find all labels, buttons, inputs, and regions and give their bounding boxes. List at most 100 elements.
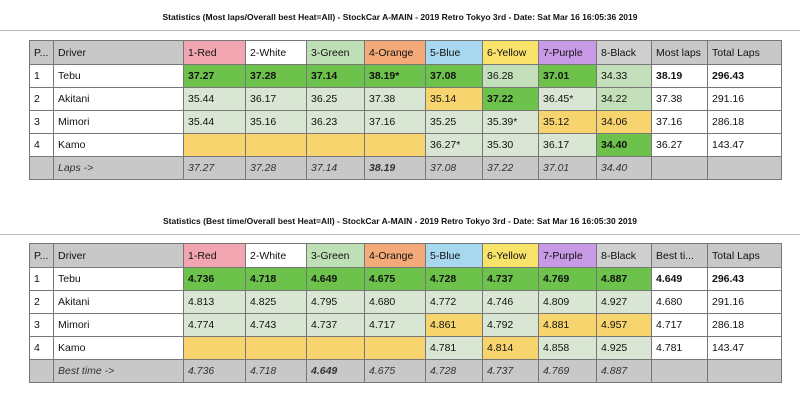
cell-time: 4.736 xyxy=(183,267,246,291)
cell-best-time: 4.717 xyxy=(651,313,708,337)
cell-pos: 2 xyxy=(29,290,54,314)
cell-total-laps: 296.43 xyxy=(707,64,782,88)
cell-pos: 1 xyxy=(29,64,54,88)
cell-lap: 37.28 xyxy=(245,64,307,88)
cell-time: 4.813 xyxy=(183,290,246,314)
cell-time: 4.746 xyxy=(482,290,539,314)
footer-cell: 37.22 xyxy=(482,156,539,180)
col-header-red[interactable]: 1-Red xyxy=(183,243,246,268)
table-row: 3 Mimori 4.774 4.743 4.737 4.717 4.861 4… xyxy=(29,313,782,337)
cell-time: 4.675 xyxy=(364,267,426,291)
col-header-red[interactable]: 1-Red xyxy=(183,40,246,65)
table-row: 4 Kamo 36.27* 35.30 36.17 34.40 36.27 14… xyxy=(29,133,782,157)
cell-footer-spacer xyxy=(29,359,54,383)
table-footer-row: Laps -> 37.27 37.28 37.14 38.19 37.08 37… xyxy=(29,156,782,180)
table-row: 1 Tebu 4.736 4.718 4.649 4.675 4.728 4.7… xyxy=(29,267,782,291)
col-header-white[interactable]: 2-White xyxy=(245,40,307,65)
table-header-row: P... Driver 1-Red 2-White 3-Green 4-Oran… xyxy=(29,243,782,268)
cell-lap: 35.14 xyxy=(425,87,483,111)
footer-cell: 4.736 xyxy=(183,359,246,383)
footer-cell: 4.887 xyxy=(596,359,652,383)
cell-driver: Akitani xyxy=(53,87,184,111)
table1-title: Statistics (Most laps/Overall best Heat=… xyxy=(162,12,638,22)
cell-lap: 37.01 xyxy=(538,64,597,88)
cell-total-laps: 286.18 xyxy=(707,110,782,134)
col-header-white[interactable]: 2-White xyxy=(245,243,307,268)
col-header-blue[interactable]: 5-Blue xyxy=(425,40,483,65)
col-header-purple[interactable]: 7-Purple xyxy=(538,40,597,65)
cell-time: 4.774 xyxy=(183,313,246,337)
most-laps-table: P... Driver 1-Red 2-White 3-Green 4-Oran… xyxy=(29,40,782,180)
cell-lap: 36.27* xyxy=(425,133,483,157)
cell-driver: Tebu xyxy=(53,64,184,88)
col-header-blue[interactable]: 5-Blue xyxy=(425,243,483,268)
col-header-most-laps[interactable]: Most laps xyxy=(651,40,708,65)
cell-driver: Kamo xyxy=(53,133,184,157)
table-row: 2 Akitani 4.813 4.825 4.795 4.680 4.772 … xyxy=(29,290,782,314)
cell-best-time: 4.649 xyxy=(651,267,708,291)
col-header-orange[interactable]: 4-Orange xyxy=(364,40,426,65)
cell-time: 4.814 xyxy=(482,336,539,360)
cell-time: 4.858 xyxy=(538,336,597,360)
cell-time: 4.718 xyxy=(245,267,307,291)
col-header-black[interactable]: 8-Black xyxy=(596,243,652,268)
cell-lap: 37.27 xyxy=(183,64,246,88)
col-header-purple[interactable]: 7-Purple xyxy=(538,243,597,268)
col-header-orange[interactable]: 4-Orange xyxy=(364,243,426,268)
cell-lap: 35.44 xyxy=(183,87,246,111)
footer-cell: 34.40 xyxy=(596,156,652,180)
col-header-yellow[interactable]: 6-Yellow xyxy=(482,243,539,268)
footer-cell: 37.01 xyxy=(538,156,597,180)
cell-lap: 34.33 xyxy=(596,64,652,88)
col-header-pos[interactable]: P... xyxy=(29,243,54,268)
cell-lap: 35.30 xyxy=(482,133,539,157)
col-header-total-laps[interactable]: Total Laps xyxy=(707,40,782,65)
cell-time: 4.792 xyxy=(482,313,539,337)
footer-cell: 37.08 xyxy=(425,156,483,180)
col-header-green[interactable]: 3-Green xyxy=(306,243,365,268)
footer-cell: 4.675 xyxy=(364,359,426,383)
cell-driver: Mimori xyxy=(53,313,184,337)
cell-total-laps: 296.43 xyxy=(707,267,782,291)
cell-driver: Akitani xyxy=(53,290,184,314)
col-header-pos[interactable]: P... xyxy=(29,40,54,65)
col-header-black[interactable]: 8-Black xyxy=(596,40,652,65)
footer-label: Best time -> xyxy=(53,359,184,383)
cell-time: 4.649 xyxy=(306,267,365,291)
cell-pos: 3 xyxy=(29,110,54,134)
table-row: 1 Tebu 37.27 37.28 37.14 38.19* 37.08 36… xyxy=(29,64,782,88)
table-row: 2 Akitani 35.44 36.17 36.25 37.38 35.14 … xyxy=(29,87,782,111)
cell-most-laps: 37.16 xyxy=(651,110,708,134)
footer-cell: 37.14 xyxy=(306,156,365,180)
cell-time: 4.728 xyxy=(425,267,483,291)
cell-time: 4.769 xyxy=(538,267,597,291)
cell-time: 4.925 xyxy=(596,336,652,360)
cell-time: 4.795 xyxy=(306,290,365,314)
cell-time: 4.781 xyxy=(425,336,483,360)
cell-total-laps: 143.47 xyxy=(707,133,782,157)
cell-most-laps: 36.27 xyxy=(651,133,708,157)
col-header-best-time[interactable]: Best ti... xyxy=(651,243,708,268)
footer-label: Laps -> xyxy=(53,156,184,180)
cell-total-laps: 143.47 xyxy=(707,336,782,360)
col-header-green[interactable]: 3-Green xyxy=(306,40,365,65)
table-header-row: P... Driver 1-Red 2-White 3-Green 4-Oran… xyxy=(29,40,782,65)
cell-lap: 35.44 xyxy=(183,110,246,134)
col-header-yellow[interactable]: 6-Yellow xyxy=(482,40,539,65)
cell-lap: 34.40 xyxy=(596,133,652,157)
cell-time: 4.809 xyxy=(538,290,597,314)
col-header-total-laps[interactable]: Total Laps xyxy=(707,243,782,268)
cell-lap: 34.22 xyxy=(596,87,652,111)
col-header-driver[interactable]: Driver xyxy=(53,243,184,268)
footer-cell: 4.649 xyxy=(306,359,365,383)
cell-time-empty xyxy=(364,336,426,360)
cell-lap: 37.08 xyxy=(425,64,483,88)
cell-lap: 37.22 xyxy=(482,87,539,111)
cell-pos: 4 xyxy=(29,133,54,157)
cell-lap: 35.12 xyxy=(538,110,597,134)
footer-cell: 37.28 xyxy=(245,156,307,180)
cell-time-empty xyxy=(306,336,365,360)
col-header-driver[interactable]: Driver xyxy=(53,40,184,65)
cell-lap-empty xyxy=(364,133,426,157)
cell-time: 4.743 xyxy=(245,313,307,337)
